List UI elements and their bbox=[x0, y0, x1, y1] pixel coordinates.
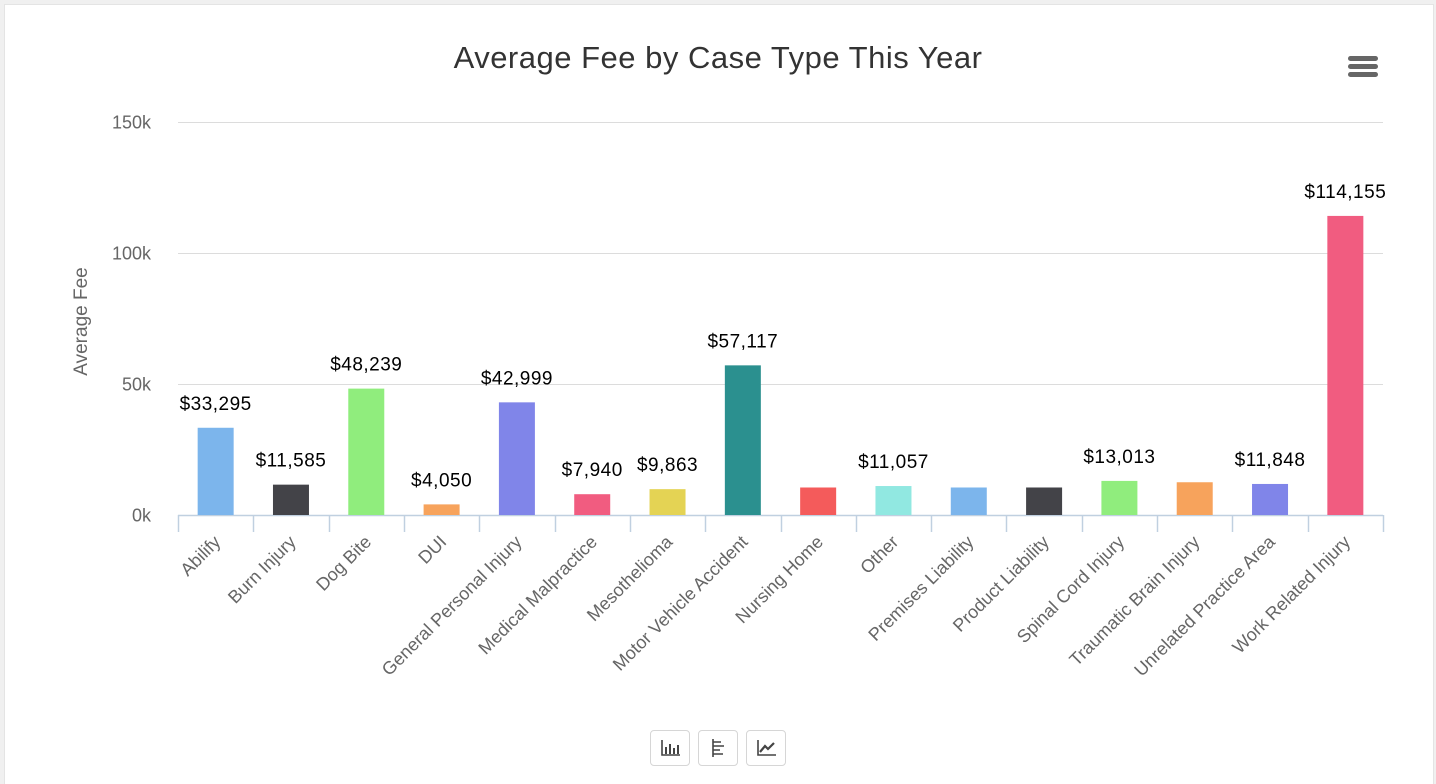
y-tick-label: 50k bbox=[122, 375, 152, 395]
bar[interactable] bbox=[197, 427, 234, 515]
bar[interactable] bbox=[1327, 215, 1364, 516]
data-label: $42,999 bbox=[481, 368, 553, 389]
bar[interactable] bbox=[724, 365, 761, 515]
bar[interactable] bbox=[498, 402, 535, 515]
bar[interactable] bbox=[800, 487, 837, 515]
bar[interactable] bbox=[1252, 483, 1289, 515]
data-label: $11,057 bbox=[858, 452, 929, 473]
bar[interactable] bbox=[348, 388, 385, 515]
chart-menu-button[interactable] bbox=[1342, 50, 1384, 86]
bar[interactable] bbox=[1176, 482, 1213, 515]
x-category-label: Dog Bite bbox=[312, 532, 375, 595]
table-view-button[interactable] bbox=[698, 730, 738, 766]
data-label: $7,940 bbox=[562, 460, 623, 481]
data-label: $13,013 bbox=[1083, 447, 1155, 468]
data-label: $9,863 bbox=[637, 455, 698, 476]
bar[interactable] bbox=[574, 494, 611, 515]
x-category-label: Other bbox=[856, 532, 902, 578]
x-category-label: DUI bbox=[414, 532, 450, 568]
data-label: $48,239 bbox=[330, 355, 402, 376]
y-tick-label: 100k bbox=[112, 244, 152, 264]
data-label: $114,155 bbox=[1304, 182, 1386, 203]
x-category-label: General Personal Injury bbox=[378, 532, 526, 680]
data-label: $11,848 bbox=[1235, 450, 1306, 471]
bar[interactable] bbox=[1101, 480, 1138, 515]
data-label: $11,585 bbox=[256, 451, 327, 472]
table-view-icon bbox=[712, 739, 724, 757]
x-category-label: Abilify bbox=[176, 532, 224, 580]
bar-chart-view-button[interactable] bbox=[650, 730, 690, 766]
data-label: $33,295 bbox=[180, 394, 252, 415]
bar[interactable] bbox=[272, 484, 309, 515]
data-label: $57,117 bbox=[707, 331, 778, 352]
bar[interactable] bbox=[875, 486, 912, 515]
line-chart-icon bbox=[757, 740, 776, 756]
y-tick-label: 0k bbox=[132, 506, 152, 526]
line-chart-view-button[interactable] bbox=[746, 730, 786, 766]
bar[interactable] bbox=[1026, 487, 1063, 515]
data-label: $4,050 bbox=[411, 470, 472, 491]
bar-chart-icon bbox=[661, 740, 680, 756]
bar-chart: 0k 50k 100k 150k Average Fee $33,295 Abilify $1… bbox=[71, 113, 1386, 681]
x-category-label: Burn Injury bbox=[224, 532, 300, 608]
x-category-label: Motor Vehicle Accident bbox=[609, 532, 752, 675]
bar[interactable] bbox=[649, 489, 686, 515]
y-axis-title: Average Fee bbox=[71, 267, 92, 375]
chart-card bbox=[4, 4, 1434, 784]
y-tick-label: 150k bbox=[112, 113, 152, 133]
x-category-label: Unrelated Practice Area bbox=[1130, 531, 1279, 680]
bar[interactable] bbox=[950, 487, 987, 515]
chart-title: Average Fee by Case Type This Year bbox=[453, 40, 983, 75]
bar[interactable] bbox=[423, 504, 460, 515]
x-category-label: Traumatic Brain Injury bbox=[1065, 532, 1203, 670]
